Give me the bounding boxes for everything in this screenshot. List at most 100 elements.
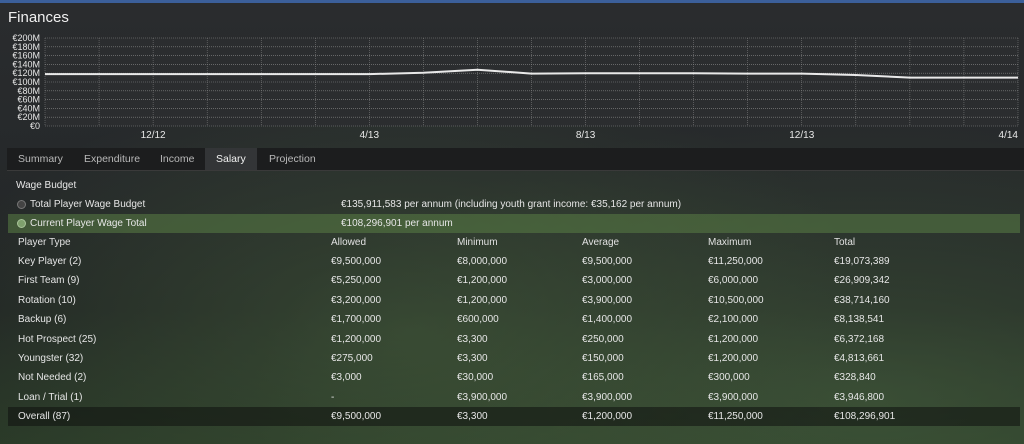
radio-off-icon[interactable] [17,200,26,209]
chart-y-tick-label: €0 [30,121,40,131]
chart-y-tick-label: €100M [12,77,40,87]
overall-minimum: €3,300 [457,411,488,422]
current-wage-total-label: Current Player Wage Total [30,218,147,229]
chart-x-tick-label: 4/13 [360,130,380,141]
cell-minimum: €3,300 [457,333,488,345]
cell-total: €19,073,389 [834,256,890,267]
cell-average: €9,500,000 [582,256,633,267]
cell-player-type: Youngster (32) [18,353,84,364]
cell-maximum: €6,000,000 [708,275,759,287]
cell-total: €4,813,661 [834,353,885,364]
cell-player-type: Backup (6) [18,314,67,326]
cell-maximum: €1,200,000 [708,353,759,364]
table-row[interactable]: First Team (9) €5,250,000 €1,200,000 €3,000… [8,271,1020,290]
cell-allowed: - [331,391,335,403]
header-average[interactable]: Average [582,237,620,248]
cell-player-type: First Team (9) [18,275,80,287]
current-wage-total-row[interactable]: Current Player Wage Total €108,296,901 p… [8,214,1020,233]
header-total[interactable]: Total [834,237,856,248]
cell-minimum: €1,200,000 [457,275,508,287]
cell-allowed: €275,000 [331,353,373,364]
overall-label: Overall (87) [18,411,71,422]
cell-minimum: €3,900,000 [457,391,508,403]
chart-y-tick-label: €180M [12,42,40,52]
chart-y-tick-label: €80M [17,86,40,96]
tab-income[interactable]: Income [160,153,195,165]
table-header-row: Player Type Allowed Minimum Average Maxi… [8,233,1020,252]
header-player-type[interactable]: Player Type [18,237,71,248]
tab-summary[interactable]: Summary [18,153,63,165]
chart-x-tick-label: 12/12 [141,130,166,141]
top-accent-line [0,0,1024,3]
cell-total: €38,714,160 [834,294,890,306]
chart-y-tick-label: €40M [17,103,40,113]
tab-bar: Summary Expenditure Income Salary Projection [7,148,1024,171]
tab-projection[interactable]: Projection [269,153,316,165]
tab-salary[interactable]: Salary [205,148,257,170]
cell-minimum: €3,300 [457,353,488,364]
table-row[interactable]: Loan / Trial (1) - €3,900,000 €3,900,000 €3,… [8,388,1020,407]
table-row[interactable]: Hot Prospect (25) €1,200,000 €3,300 €250,00… [8,330,1020,349]
cell-average: €250,000 [582,333,624,345]
cell-average: €150,000 [582,353,624,364]
header-allowed[interactable]: Allowed [331,237,367,248]
cell-maximum: €1,200,000 [708,333,759,345]
chart-y-tick-label: €140M [12,59,40,69]
total-wage-budget-row[interactable]: Total Player Wage Budget €135,911,583 pe… [8,195,1020,214]
overall-total: €108,296,901 [834,411,896,422]
chart-x-tick-label: 12/13 [789,130,814,141]
cell-player-type: Key Player (2) [18,256,82,267]
chart-x-tick-label: 8/13 [576,130,596,141]
chart-x-tick-label: 4/14 [999,130,1019,141]
cell-allowed: €3,000 [331,372,362,384]
table-row[interactable]: Key Player (2) €9,500,000 €8,000,000 €9,500… [8,252,1020,271]
cell-maximum: €300,000 [708,372,750,384]
cell-maximum: €2,100,000 [708,314,759,326]
chart-y-tick-label: €200M [12,33,40,43]
panel-title: Finances [8,9,69,26]
cell-average: €3,000,000 [582,275,633,287]
overall-average: €1,200,000 [582,411,633,422]
chart-series-line [45,68,1018,79]
cell-minimum: €30,000 [457,372,494,384]
table-row[interactable]: Backup (6) €1,700,000 €600,000 €1,400,000 €2… [8,310,1020,329]
cell-average: €165,000 [582,372,624,384]
table-row[interactable]: Not Needed (2) €3,000 €30,000 €165,000 €300,… [8,368,1020,387]
cell-total: €328,840 [834,372,876,384]
finances-chart: €200M €180M €160M €140M €120M €100M €80M €60M €4… [0,32,1024,144]
cell-maximum: €11,250,000 [708,256,763,267]
cell-allowed: €1,200,000 [331,333,382,345]
chart-y-tick-label: €120M [12,68,40,78]
cell-player-type: Loan / Trial (1) [18,391,83,403]
total-wage-budget-label: Total Player Wage Budget [30,199,146,210]
cell-average: €1,400,000 [582,314,633,326]
cell-maximum: €10,500,000 [708,294,764,306]
chart-y-tick-label: €60M [17,95,40,105]
header-maximum[interactable]: Maximum [708,237,752,248]
cell-average: €3,900,000 [582,391,633,403]
cell-total: €26,909,342 [834,275,890,287]
table-row[interactable]: Rotation (10) €3,200,000 €1,200,000 €3,900,… [8,291,1020,310]
cell-player-type: Rotation (10) [18,294,76,306]
cell-allowed: €5,250,000 [331,275,382,287]
cell-minimum: €8,000,000 [457,256,508,267]
overall-row: Overall (87) €9,500,000 €3,300 €1,200,00… [8,407,1020,426]
chart-y-tick-label: €160M [12,51,40,61]
cell-total: €6,372,168 [834,333,885,345]
wage-budget-title: Wage Budget [16,180,77,191]
cell-allowed: €9,500,000 [331,256,382,267]
current-wage-total-value: €108,296,901 per annum [341,218,453,229]
radio-on-icon[interactable] [17,219,26,228]
cell-player-type: Hot Prospect (25) [18,333,97,345]
table-row[interactable]: Youngster (32) €275,000 €3,300 €150,000 €1,2… [8,349,1020,368]
cell-total: €3,946,800 [834,391,885,403]
total-wage-budget-value: €135,911,583 per annum (including youth … [341,199,682,210]
cell-maximum: €3,900,000 [708,391,759,403]
tab-expenditure[interactable]: Expenditure [84,153,141,165]
finances-line-chart: €200M€180M€160M€140M€120M€100M€80M€60M€4… [12,33,1019,141]
cell-total: €8,138,541 [834,314,885,326]
header-minimum[interactable]: Minimum [457,237,498,248]
cell-allowed: €1,700,000 [331,314,382,326]
cell-minimum: €1,200,000 [457,294,508,306]
